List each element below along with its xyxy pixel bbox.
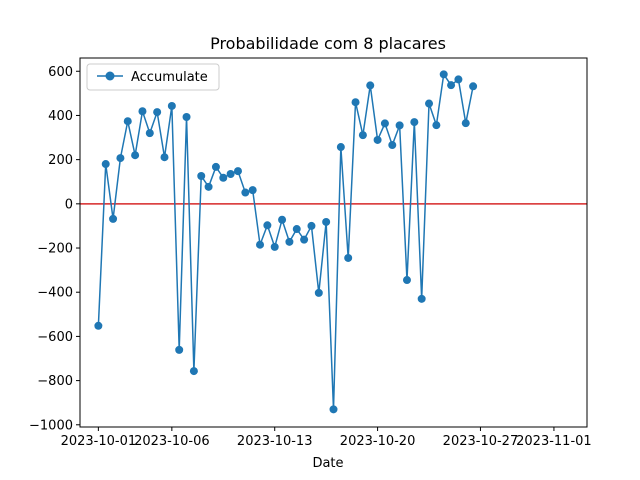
legend-box (86, 63, 220, 91)
data-point (167, 101, 176, 110)
y-tick-label: 400 (48, 109, 73, 124)
data-point (204, 182, 213, 191)
y-tick-label: 0 (65, 197, 73, 212)
data-point (300, 235, 309, 244)
y-tick-label: −400 (37, 286, 73, 301)
data-point (307, 221, 316, 230)
y-tick-label: −200 (37, 242, 73, 257)
data-point (322, 217, 331, 226)
y-tick-label: −600 (37, 330, 73, 345)
y-tick-label: −1000 (29, 418, 73, 433)
data-point (233, 167, 242, 176)
data-point (432, 121, 441, 130)
y-tick-label: −800 (37, 374, 73, 389)
y-axis: 600 400 200 0 −200 −400 −600 −800 −1000 (29, 65, 80, 433)
x-tick-label: 2023-10-13 (237, 434, 313, 449)
data-point (410, 118, 419, 127)
data-point (226, 170, 235, 178)
x-tick-label: 2023-10-01 (61, 434, 137, 449)
data-point (454, 75, 463, 84)
data-point (116, 154, 125, 163)
data-point (263, 221, 272, 230)
data-point (145, 129, 154, 138)
x-tick-label: 2023-11-01 (516, 434, 592, 449)
data-point (219, 173, 228, 182)
legend: Accumulate (86, 63, 220, 91)
data-point (351, 98, 360, 107)
data-point (270, 242, 279, 251)
data-point (248, 186, 257, 195)
x-tick-label: 2023-10-27 (443, 434, 519, 449)
data-point (153, 108, 162, 117)
data-point (417, 294, 426, 303)
data-point (469, 82, 478, 91)
data-point (94, 321, 103, 330)
y-tick-label: 200 (48, 153, 73, 168)
data-point (285, 237, 294, 246)
series-line (97, 73, 474, 411)
data-point (329, 405, 338, 414)
data-point (373, 135, 382, 144)
data-point (358, 131, 367, 140)
data-point (160, 153, 169, 162)
data-point (388, 141, 397, 150)
data-point (256, 240, 265, 249)
data-point (241, 188, 250, 197)
data-point (138, 107, 147, 116)
data-point (395, 121, 404, 130)
data-point (109, 214, 118, 223)
series-group (94, 70, 478, 414)
data-point (366, 81, 375, 90)
plot-frame (79, 57, 588, 428)
plot-area (80, 58, 587, 427)
y-tick-label: 600 (48, 65, 73, 80)
data-point (101, 160, 110, 169)
data-point (447, 81, 456, 90)
data-point (461, 119, 470, 128)
data-point (182, 113, 191, 121)
data-point (123, 117, 132, 126)
legend-entry-accumulate: Accumulate (131, 70, 208, 85)
data-point (439, 70, 448, 79)
data-point (380, 119, 389, 128)
data-point (211, 162, 220, 171)
data-point (336, 143, 345, 152)
data-point (344, 253, 353, 262)
x-tick-label: 2023-10-20 (340, 434, 416, 449)
data-point (314, 288, 323, 297)
data-point (131, 151, 140, 160)
data-point (175, 345, 184, 354)
chart-title: Probabilidade com 8 placares (210, 34, 446, 53)
x-axis-label: Date (312, 456, 343, 471)
data-point (292, 225, 301, 234)
data-point (425, 99, 434, 108)
data-point (402, 276, 411, 285)
x-tick-label: 2023-10-06 (134, 434, 210, 449)
legend-marker (105, 71, 115, 81)
data-point (197, 171, 206, 180)
data-point (189, 367, 198, 376)
data-point (278, 215, 287, 224)
